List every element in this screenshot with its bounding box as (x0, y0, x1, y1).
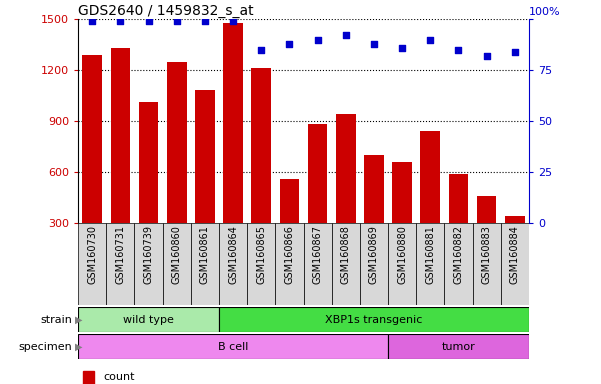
Text: GSM160730: GSM160730 (87, 225, 97, 284)
Text: XBP1s transgenic: XBP1s transgenic (325, 314, 423, 325)
Point (172, 18, 182, 24)
Bar (364, 155, 384, 273)
FancyBboxPatch shape (275, 223, 304, 305)
FancyBboxPatch shape (472, 223, 501, 305)
Text: GSM160883: GSM160883 (481, 225, 492, 284)
Bar (448, 174, 468, 273)
FancyBboxPatch shape (388, 223, 416, 305)
FancyBboxPatch shape (191, 223, 219, 305)
Text: count: count (103, 372, 135, 382)
FancyBboxPatch shape (501, 223, 529, 305)
Point (510, 49, 520, 55)
Point (144, 18, 153, 24)
FancyBboxPatch shape (78, 334, 388, 359)
Point (228, 18, 238, 24)
FancyBboxPatch shape (106, 223, 135, 305)
Text: GSM160864: GSM160864 (228, 225, 238, 284)
Point (369, 41, 379, 47)
Text: GSM160881: GSM160881 (426, 225, 435, 284)
Bar (279, 179, 299, 273)
Text: ▶: ▶ (75, 341, 82, 352)
Bar (223, 23, 243, 273)
FancyBboxPatch shape (135, 223, 163, 305)
FancyBboxPatch shape (78, 223, 106, 305)
Text: GSM160860: GSM160860 (172, 225, 182, 284)
Text: wild type: wild type (123, 314, 174, 325)
FancyBboxPatch shape (78, 307, 219, 332)
Bar (195, 91, 215, 273)
Text: GSM160869: GSM160869 (369, 225, 379, 284)
Text: GDS2640 / 1459832_s_at: GDS2640 / 1459832_s_at (78, 4, 254, 18)
Text: GSM160739: GSM160739 (144, 225, 154, 284)
Bar (477, 195, 496, 273)
Text: 100%: 100% (529, 7, 561, 17)
FancyBboxPatch shape (247, 223, 275, 305)
Text: GSM160882: GSM160882 (453, 225, 463, 284)
Point (313, 36, 322, 43)
Point (397, 45, 407, 51)
Text: GSM160866: GSM160866 (284, 225, 294, 284)
Bar (82, 55, 102, 273)
Text: specimen: specimen (19, 341, 72, 352)
Text: GSM160731: GSM160731 (115, 225, 126, 284)
Bar (167, 61, 186, 273)
FancyBboxPatch shape (163, 223, 191, 305)
FancyBboxPatch shape (219, 307, 529, 332)
Point (341, 32, 350, 38)
Text: GSM160880: GSM160880 (397, 225, 407, 284)
Point (257, 47, 266, 53)
Text: GSM160861: GSM160861 (200, 225, 210, 284)
Point (285, 41, 294, 47)
Text: strain: strain (40, 314, 72, 325)
Bar (505, 216, 525, 273)
FancyBboxPatch shape (219, 223, 247, 305)
Point (454, 47, 463, 53)
FancyBboxPatch shape (388, 334, 529, 359)
FancyBboxPatch shape (332, 223, 360, 305)
Bar (392, 162, 412, 273)
Text: GSM160867: GSM160867 (313, 225, 323, 284)
FancyBboxPatch shape (360, 223, 388, 305)
Point (200, 18, 210, 24)
Point (87, 18, 97, 24)
Point (115, 18, 125, 24)
Text: ▶: ▶ (75, 314, 82, 325)
FancyBboxPatch shape (444, 223, 472, 305)
Point (482, 53, 492, 59)
Bar (111, 48, 130, 273)
Text: B cell: B cell (218, 341, 248, 352)
Bar (336, 114, 356, 273)
Bar (83, 371, 94, 384)
Text: GSM160884: GSM160884 (510, 225, 520, 284)
FancyBboxPatch shape (416, 223, 444, 305)
Bar (421, 131, 440, 273)
FancyBboxPatch shape (304, 223, 332, 305)
Text: GSM160865: GSM160865 (256, 225, 266, 284)
Text: tumor: tumor (442, 341, 475, 352)
Point (426, 36, 435, 43)
Bar (308, 124, 328, 273)
Text: GSM160868: GSM160868 (341, 225, 351, 284)
Bar (251, 68, 271, 273)
Bar (139, 102, 159, 273)
